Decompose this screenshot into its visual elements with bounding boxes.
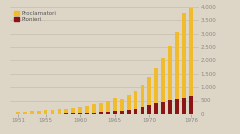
Bar	[37, 111, 41, 114]
Bar	[175, 99, 179, 114]
Bar	[154, 68, 158, 114]
Bar	[106, 112, 110, 114]
Bar	[106, 100, 110, 114]
Bar	[51, 110, 54, 114]
Bar	[182, 98, 186, 114]
Bar	[189, 8, 193, 114]
Bar	[85, 106, 89, 114]
Bar	[78, 107, 82, 114]
Bar	[175, 32, 179, 114]
Bar	[64, 109, 68, 114]
Bar	[147, 105, 151, 114]
Bar	[71, 113, 75, 114]
Bar	[99, 112, 103, 114]
Bar	[30, 111, 34, 114]
Bar	[127, 110, 131, 114]
Bar	[78, 113, 82, 114]
Bar	[58, 109, 61, 114]
Bar	[182, 13, 186, 114]
Bar	[64, 113, 68, 114]
Bar	[134, 109, 138, 114]
Bar	[141, 85, 144, 114]
Bar	[113, 111, 117, 114]
Bar	[154, 103, 158, 114]
Bar	[141, 107, 144, 114]
Bar	[161, 102, 165, 114]
Bar	[168, 46, 172, 114]
Bar	[189, 96, 193, 114]
Bar	[134, 91, 138, 114]
Bar	[92, 104, 96, 114]
Bar	[71, 108, 75, 114]
Bar	[85, 113, 89, 114]
Legend: Proclamatori, Pionieri: Proclamatori, Pionieri	[14, 11, 56, 22]
Bar	[161, 58, 165, 114]
Bar	[168, 100, 172, 114]
Bar	[58, 113, 61, 114]
Bar	[113, 98, 117, 114]
Bar	[23, 112, 27, 114]
Bar	[120, 99, 124, 114]
Bar	[99, 103, 103, 114]
Bar	[16, 112, 20, 114]
Bar	[44, 110, 48, 114]
Bar	[127, 95, 131, 114]
Bar	[120, 111, 124, 114]
Bar	[147, 77, 151, 114]
Bar	[92, 113, 96, 114]
